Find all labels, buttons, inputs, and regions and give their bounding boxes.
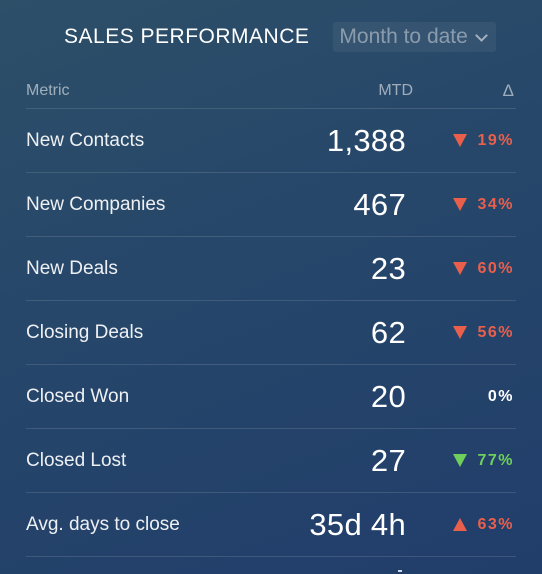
metric-name: Closed Won — [26, 385, 130, 407]
column-header-delta: Δ — [502, 81, 514, 100]
metric-value: 1,388 — [326, 122, 406, 158]
table-row-partial — [26, 557, 516, 574]
table-header: Metric MTD Δ — [26, 74, 516, 109]
widget-title: SALES PERFORMANCE — [64, 25, 310, 48]
metric-value: 20 — [370, 378, 406, 414]
metric-value: 62 — [370, 314, 406, 350]
metric-delta: 56% — [453, 324, 514, 342]
table-row: Closing Deals 62 56% — [26, 301, 516, 365]
metric-delta: 60% — [453, 260, 514, 278]
metric-value: 27 — [370, 442, 406, 478]
metric-delta: 0% — [488, 388, 514, 406]
column-header-mtd: MTD — [378, 82, 413, 99]
table-row: Closed Lost 27 77% — [26, 429, 516, 493]
metric-delta: 19% — [453, 132, 514, 150]
table-row: Closed Won 20 0% — [26, 365, 516, 429]
triangle-down-icon — [453, 198, 468, 211]
triangle-up-icon — [453, 518, 468, 531]
metric-name: Closing Deals — [26, 321, 144, 343]
triangle-down-icon — [453, 134, 468, 147]
metric-delta: 77% — [453, 452, 514, 470]
delta-value: 34% — [477, 195, 514, 213]
clipped-value-fragment — [398, 570, 402, 572]
delta-value: 0% — [487, 387, 514, 405]
metric-name: New Contacts — [26, 129, 145, 151]
metric-value: 23 — [370, 250, 406, 286]
triangle-down-icon — [453, 326, 468, 339]
metric-name: New Companies — [26, 193, 166, 215]
table-row: Avg. days to close 35d 4h 63% — [26, 493, 516, 557]
metric-name: New Deals — [26, 257, 118, 279]
metric-delta: 63% — [453, 516, 514, 534]
metric-name: Avg. days to close — [26, 513, 180, 535]
delta-value: 63% — [477, 515, 514, 533]
table-row: New Contacts 1,388 19% — [26, 109, 516, 173]
table-row: New Deals 23 60% — [26, 237, 516, 301]
period-dropdown-value: Month to date — [339, 25, 468, 48]
metric-delta: 34% — [453, 196, 514, 214]
metric-value: 35d 4h — [309, 506, 406, 542]
widget-header: SALES PERFORMANCE Month to date — [64, 22, 502, 52]
triangle-down-icon — [453, 262, 468, 275]
delta-value: 19% — [477, 131, 514, 149]
chevron-down-icon — [474, 28, 488, 42]
period-dropdown[interactable]: Month to date — [333, 22, 496, 52]
metric-value: 467 — [353, 186, 406, 222]
metrics-table: Metric MTD Δ New Contacts 1,388 19% New … — [26, 74, 516, 574]
delta-value: 56% — [477, 323, 514, 341]
delta-value: 77% — [477, 451, 514, 469]
column-header-metric: Metric — [26, 82, 70, 99]
delta-value: 60% — [477, 259, 514, 277]
triangle-down-icon — [453, 454, 468, 467]
metric-name: Closed Lost — [26, 449, 127, 471]
table-row: New Companies 467 34% — [26, 173, 516, 237]
